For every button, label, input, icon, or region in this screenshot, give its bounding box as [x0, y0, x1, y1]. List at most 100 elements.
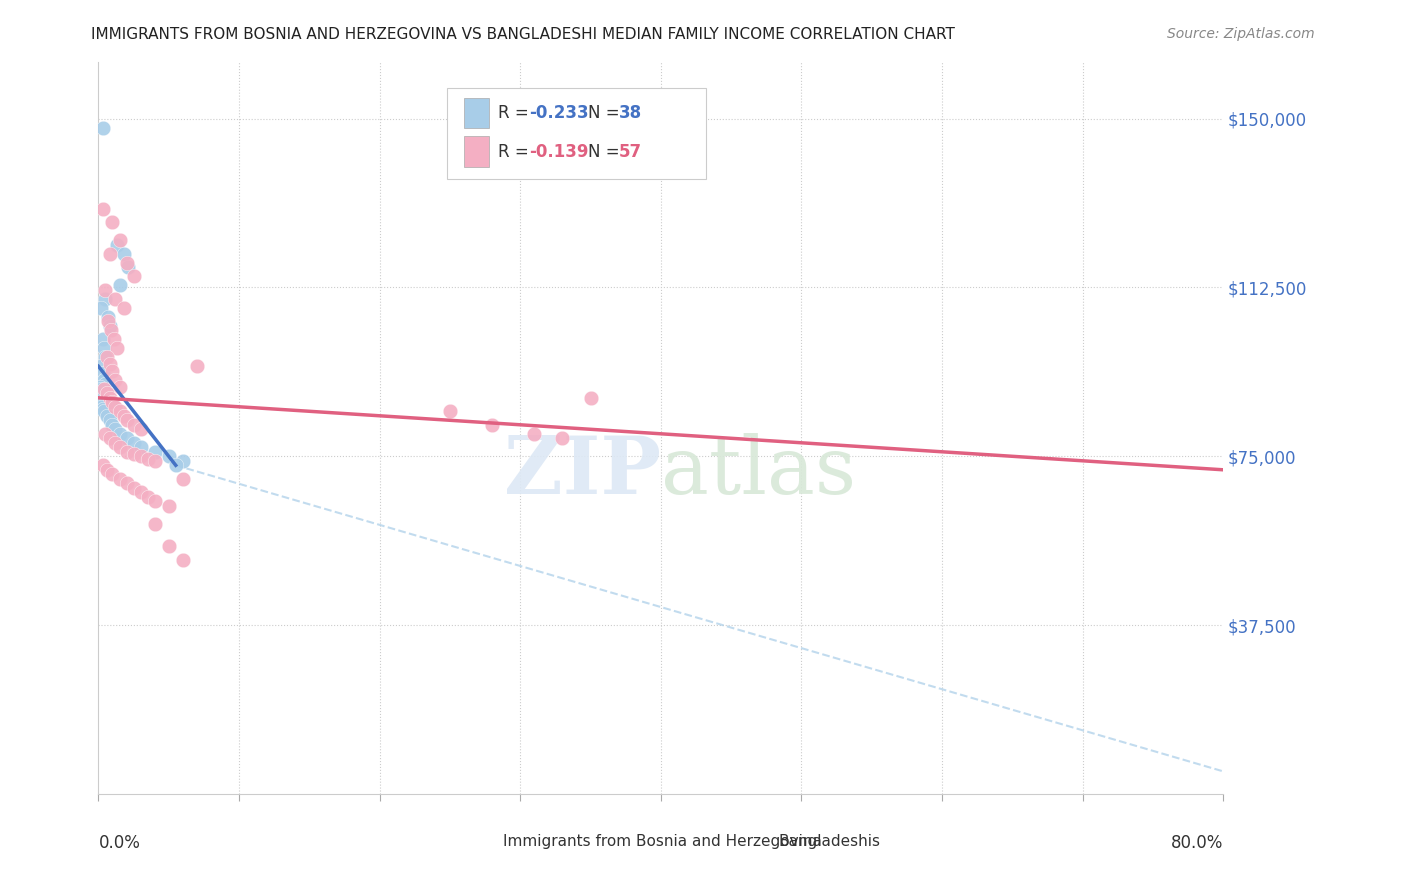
- Point: [112, 409, 135, 423]
- Point: [115, 256, 138, 270]
- Point: [108, 404, 131, 418]
- Point: [122, 435, 145, 450]
- Point: [105, 237, 128, 252]
- Point: [100, 395, 122, 409]
- Point: [93, 373, 115, 387]
- Point: [108, 426, 131, 441]
- Point: [115, 476, 138, 491]
- Point: [98, 413, 121, 427]
- Point: [90, 382, 112, 396]
- Point: [172, 553, 194, 567]
- Text: R =: R =: [498, 103, 534, 122]
- Point: [108, 278, 131, 293]
- Point: [94, 351, 117, 365]
- Point: [165, 458, 187, 473]
- Point: [157, 450, 180, 464]
- Point: [103, 332, 125, 346]
- Text: IMMIGRANTS FROM BOSNIA AND HERZEGOVINA VS BANGLADESHI MEDIAN FAMILY INCOME CORRE: IMMIGRANTS FROM BOSNIA AND HERZEGOVINA V…: [91, 27, 955, 42]
- Text: N =: N =: [588, 143, 624, 161]
- Text: 80.0%: 80.0%: [1171, 834, 1223, 852]
- Point: [98, 392, 121, 407]
- Text: N =: N =: [588, 103, 624, 122]
- Point: [108, 440, 131, 454]
- Point: [98, 391, 121, 405]
- Text: atlas: atlas: [661, 433, 856, 511]
- Point: [105, 341, 128, 355]
- Point: [98, 431, 121, 445]
- Point: [143, 494, 166, 508]
- Point: [122, 481, 145, 495]
- Point: [439, 404, 461, 418]
- Point: [90, 400, 112, 414]
- Point: [104, 400, 127, 414]
- Point: [91, 120, 114, 135]
- Point: [108, 379, 131, 393]
- Point: [108, 233, 131, 247]
- Bar: [464, 97, 489, 128]
- Point: [98, 357, 121, 371]
- Point: [101, 417, 124, 432]
- Text: -0.233: -0.233: [529, 103, 589, 122]
- Point: [96, 463, 118, 477]
- Point: [115, 431, 138, 445]
- Point: [101, 395, 124, 409]
- Point: [90, 359, 112, 374]
- Point: [143, 444, 166, 458]
- Point: [93, 382, 115, 396]
- Point: [157, 539, 180, 553]
- Point: [104, 292, 127, 306]
- Point: [104, 422, 127, 436]
- Point: [579, 391, 602, 405]
- Point: [91, 332, 114, 346]
- Point: [101, 364, 124, 378]
- Point: [91, 202, 114, 216]
- Point: [112, 246, 135, 260]
- Point: [104, 435, 127, 450]
- Text: Immigrants from Bosnia and Herzegovina: Immigrants from Bosnia and Herzegovina: [503, 834, 823, 849]
- Point: [143, 454, 166, 468]
- Point: [100, 323, 122, 337]
- Point: [523, 426, 546, 441]
- Point: [94, 292, 117, 306]
- Point: [129, 440, 152, 454]
- Bar: [464, 136, 489, 167]
- Point: [122, 417, 145, 432]
- Text: R =: R =: [498, 143, 534, 161]
- Point: [129, 485, 152, 500]
- Text: Source: ZipAtlas.com: Source: ZipAtlas.com: [1167, 27, 1315, 41]
- Point: [98, 246, 121, 260]
- Point: [172, 472, 194, 486]
- Point: [98, 318, 121, 333]
- Point: [94, 426, 117, 441]
- Point: [104, 373, 127, 387]
- Point: [108, 472, 131, 486]
- Point: [481, 417, 503, 432]
- Text: -0.139: -0.139: [529, 143, 589, 161]
- Point: [93, 404, 115, 418]
- FancyBboxPatch shape: [447, 88, 706, 179]
- Point: [97, 391, 120, 405]
- Point: [101, 467, 124, 482]
- Point: [97, 310, 120, 324]
- Text: ZIP: ZIP: [503, 433, 661, 511]
- Text: 38: 38: [619, 103, 643, 122]
- Point: [96, 386, 118, 401]
- Point: [90, 301, 112, 315]
- Point: [129, 450, 152, 464]
- Point: [186, 359, 208, 374]
- Point: [93, 341, 115, 355]
- Point: [97, 314, 120, 328]
- Text: 0.0%: 0.0%: [98, 834, 141, 852]
- Point: [96, 351, 118, 365]
- Point: [91, 402, 114, 417]
- Point: [94, 377, 117, 392]
- Point: [112, 301, 135, 315]
- Point: [157, 499, 180, 513]
- Point: [143, 516, 166, 531]
- Point: [101, 215, 124, 229]
- Point: [136, 490, 159, 504]
- Point: [551, 431, 574, 445]
- Point: [122, 447, 145, 461]
- Text: Bangladeshis: Bangladeshis: [779, 834, 882, 849]
- Point: [136, 451, 159, 466]
